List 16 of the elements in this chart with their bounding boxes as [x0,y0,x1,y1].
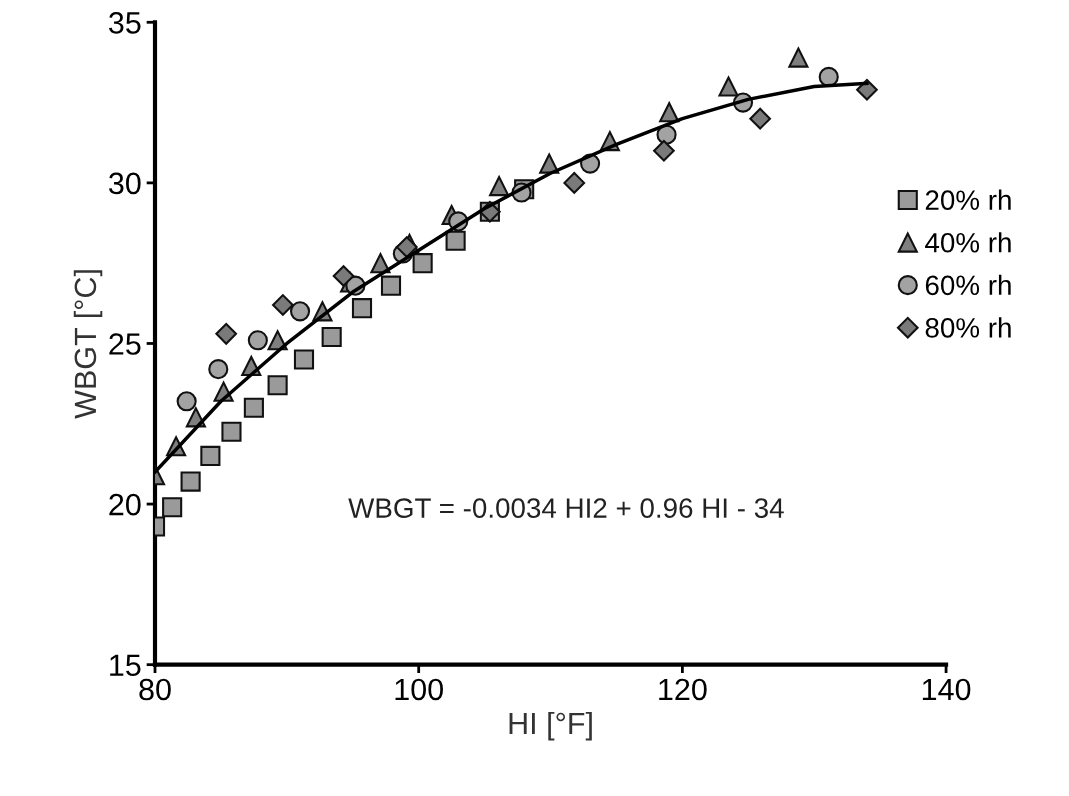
x-axis-title: HI [°F] [509,711,592,741]
annotation: WBGT = -0.0034 HI2 + 0.96 HI - 34 [348,498,784,518]
x-tick-label: 100 [395,678,443,701]
y-tick-label: 25 [109,333,141,355]
x-tick-label: 80 [139,678,171,701]
x-tick-label: 140 [922,678,971,701]
x-tick-label: 120 [659,678,707,701]
legend-label: 60% rh [925,274,1011,296]
y-tick-label: 20 [109,493,141,516]
legend-label: 80% rh [925,317,1011,338]
y-tick-label: 30 [108,172,141,195]
y-axis-title: WBGT [°C] [73,270,103,419]
y-tick-label: 35 [108,12,141,34]
y-tick-label: 15 [110,654,141,677]
legend-label: 20% rh [925,189,1011,210]
legend-label: 40% rh [925,232,1011,253]
